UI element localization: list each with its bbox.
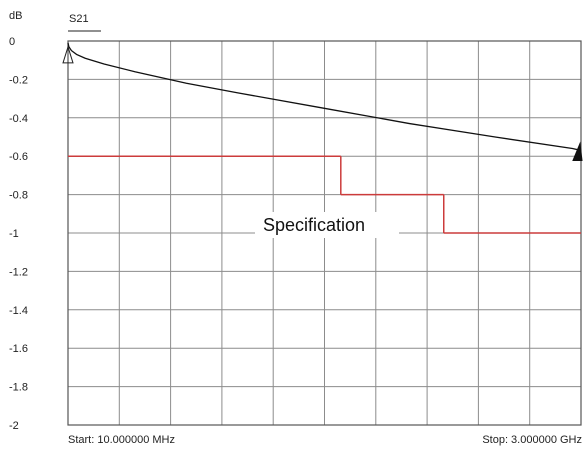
spec-label-background [255,212,399,238]
y-tick-label: -0.8 [9,190,28,202]
y-tick-label: -1.6 [9,343,28,355]
s21-trace [67,42,582,152]
spec-lines [68,155,581,234]
stop-frequency-label: Stop: 3.000000 GHz [482,434,582,446]
y-tick-label: 0 [9,36,15,48]
y-tick-label: -1.2 [9,266,28,278]
start-marker-icon [62,45,74,64]
y-tick-label: -1.4 [9,305,28,317]
start-frequency-label: Start: 10.000000 MHz [68,434,175,446]
stop-marker-icon [572,141,583,161]
y-tick-labels: 0 -0.2 -0.4 -0.6 -0.8 -1 -1.2 -1.4 -1.6 -1.8 -2 [9,36,28,432]
y-tick-label: -0.4 [9,113,28,125]
trace-label: S21 [69,13,89,25]
y-tick-label: -2 [9,420,19,432]
y-tick-label: -1.8 [9,382,28,394]
y-unit-label: dB [9,10,22,22]
specification-label: Specification [263,215,365,235]
y-tick-label: -0.2 [9,74,28,86]
y-tick-label: -0.6 [9,151,28,163]
y-tick-label: -1 [9,228,19,240]
